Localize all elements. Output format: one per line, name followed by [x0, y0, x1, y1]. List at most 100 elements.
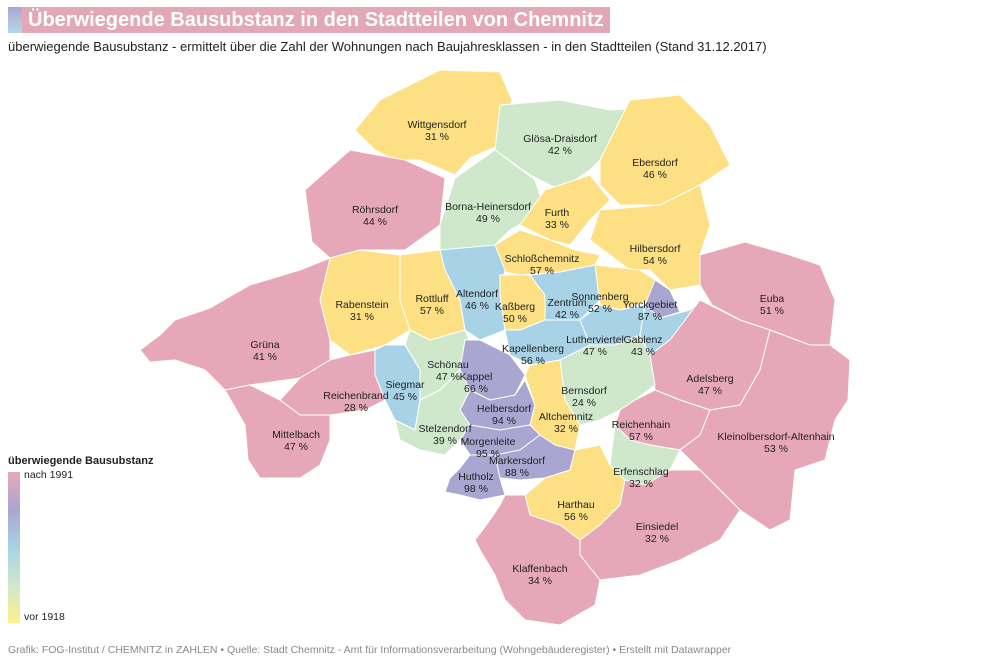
district-value-rottluff: 57 % — [420, 305, 444, 317]
district-hutholz[interactable] — [444, 454, 506, 501]
district-label-kapellenberg: Kapellenberg — [502, 343, 564, 355]
district-label-erfenschlag: Erfenschlag — [613, 466, 669, 478]
district-label-morgenleite: Morgenleite — [461, 436, 516, 448]
district-hilbersdorf[interactable] — [589, 184, 711, 291]
district-klaffenbach[interactable] — [474, 494, 601, 626]
district-value-sonnenberg: 52 % — [588, 303, 612, 315]
district-value-schlosschemnitz: 57 % — [530, 265, 554, 277]
legend-color-scale — [8, 472, 20, 623]
district-value-reichenbrand: 28 % — [344, 402, 368, 414]
district-label-bernsdorf: Bernsdorf — [561, 385, 607, 397]
district-label-gruena: Grüna — [250, 339, 279, 351]
district-value-stelzendorf: 39 % — [433, 435, 457, 447]
district-value-furth: 33 % — [545, 219, 569, 231]
district-value-kapellenberg: 56 % — [521, 355, 545, 367]
district-value-kassberg: 50 % — [503, 313, 527, 325]
district-label-helbersdorf: Helbersdorf — [477, 403, 531, 415]
district-label-harthau: Harthau — [557, 499, 595, 511]
district-value-zentrum: 42 % — [555, 309, 579, 321]
district-value-schoenau: 47 % — [436, 371, 460, 383]
district-label-stelzendorf: Stelzendorf — [418, 423, 471, 435]
district-label-kassberg: Kaßberg — [495, 301, 535, 313]
district-value-kappel: 66 % — [464, 383, 488, 395]
district-label-klaffenbach: Klaffenbach — [512, 563, 567, 575]
district-label-ebersdorf: Ebersdorf — [632, 157, 678, 169]
district-schlosschemnitz[interactable] — [494, 229, 601, 276]
district-label-hilbersdorf: Hilbersdorf — [630, 243, 681, 255]
district-value-rabenstein: 31 % — [350, 311, 374, 323]
district-value-roehrsdorf: 44 % — [363, 216, 387, 228]
district-value-hutholz: 98 % — [464, 483, 488, 495]
district-value-siegmar: 45 % — [393, 391, 417, 403]
district-label-schlosschemnitz: Schloßchemnitz — [505, 253, 580, 265]
district-label-adelsberg: Adelsberg — [686, 373, 733, 385]
district-value-lutherviertel: 47 % — [583, 346, 607, 358]
district-value-markersdorf: 88 % — [505, 467, 529, 479]
district-borna-heinersdorf[interactable] — [439, 149, 546, 256]
district-value-wittgensdorf: 31 % — [425, 131, 449, 143]
district-label-markersdorf: Markersdorf — [489, 455, 545, 467]
district-kleinolbersdorf-altenhain[interactable] — [679, 329, 851, 531]
district-zentrum[interactable] — [529, 264, 601, 321]
district-label-sonnenberg: Sonnenberg — [571, 291, 628, 303]
district-value-reichenhain: 57 % — [629, 431, 653, 443]
district-label-reichenbrand: Reichenbrand — [323, 390, 389, 402]
district-label-einsiedel: Einsiedel — [636, 521, 679, 533]
district-value-klaffenbach: 34 % — [528, 575, 552, 587]
district-label-furth: Furth — [545, 207, 570, 219]
district-label-schoenau: Schönau — [427, 359, 469, 371]
district-label-reichenhain: Reichenhain — [612, 419, 671, 431]
district-label-euba: Euba — [760, 293, 785, 305]
district-value-kleinolbersdorf-altenhain: 53 % — [764, 443, 788, 455]
district-value-erfenschlag: 32 % — [629, 478, 653, 490]
map-subtitle: überwiegende Bausubstanz - ermittelt übe… — [8, 39, 767, 54]
district-furth[interactable] — [519, 174, 611, 246]
district-label-gablenz: Gablenz — [623, 334, 662, 346]
legend-label-top: nach 1991 — [24, 469, 74, 481]
district-gruena[interactable] — [139, 257, 331, 391]
legend-title: überwiegende Bausubstanz — [8, 455, 154, 467]
district-value-euba: 51 % — [760, 305, 784, 317]
district-value-morgenleite: 95 % — [476, 448, 500, 460]
district-label-mittelbach: Mittelbach — [272, 429, 320, 441]
district-value-gablenz: 43 % — [631, 346, 655, 358]
district-mittelbach[interactable] — [224, 384, 331, 479]
district-value-yorckgebiet: 87 % — [638, 311, 662, 323]
district-label-borna-heinersdorf: Borna-Heinersdorf — [445, 201, 531, 213]
district-value-bernsdorf: 24 % — [572, 397, 596, 409]
legend-label-bottom: vor 1918 — [24, 611, 65, 623]
district-label-rottluff: Rottluff — [415, 293, 448, 305]
district-label-wittgensdorf: Wittgensdorf — [408, 119, 467, 131]
district-value-altchemnitz: 32 % — [554, 423, 578, 435]
district-label-kleinolbersdorf-altenhain: Kleinolbersdorf-Altenhain — [717, 431, 834, 443]
district-label-roehrsdorf: Röhrsdorf — [352, 204, 398, 216]
district-label-rabenstein: Rabenstein — [335, 299, 388, 311]
district-value-borna-heinersdorf: 49 % — [476, 213, 500, 225]
district-value-altendorf: 46 % — [465, 300, 489, 312]
district-altendorf[interactable] — [439, 244, 506, 341]
district-label-zentrum: Zentrum — [547, 297, 586, 309]
title-bar: Überwiegende Bausubstanz in den Stadttei… — [8, 7, 610, 33]
district-roehrsdorf[interactable] — [304, 149, 446, 259]
district-wittgensdorf[interactable] — [354, 69, 513, 176]
source-footer: Grafik: FOG-Institut / CHEMNITZ in ZAHLE… — [8, 644, 732, 656]
district-value-ebersdorf: 46 % — [643, 169, 667, 181]
district-value-harthau: 56 % — [564, 511, 588, 523]
district-label-kappel: Kappel — [460, 371, 493, 383]
district-value-mittelbach: 47 % — [284, 441, 308, 453]
district-value-gloesa-draisdorf: 42 % — [548, 145, 572, 157]
district-value-hilbersdorf: 54 % — [643, 255, 667, 267]
district-label-siegmar: Siegmar — [385, 379, 425, 391]
district-label-yorckgebiet: Yorckgebiet — [623, 299, 678, 311]
district-value-adelsberg: 47 % — [698, 385, 722, 397]
district-einsiedel[interactable] — [579, 469, 741, 581]
district-label-gloesa-draisdorf: Glösa-Draisdorf — [523, 133, 597, 145]
district-value-gruena: 41 % — [253, 351, 277, 363]
district-label-altendorf: Altendorf — [456, 288, 498, 300]
district-label-lutherviertel: Lutherviertel — [566, 334, 624, 346]
title-accent — [8, 7, 22, 33]
district-label-hutholz: Hutholz — [458, 471, 494, 483]
legend: überwiegende Bausubstanz nach 1991 vor 1… — [8, 455, 154, 623]
